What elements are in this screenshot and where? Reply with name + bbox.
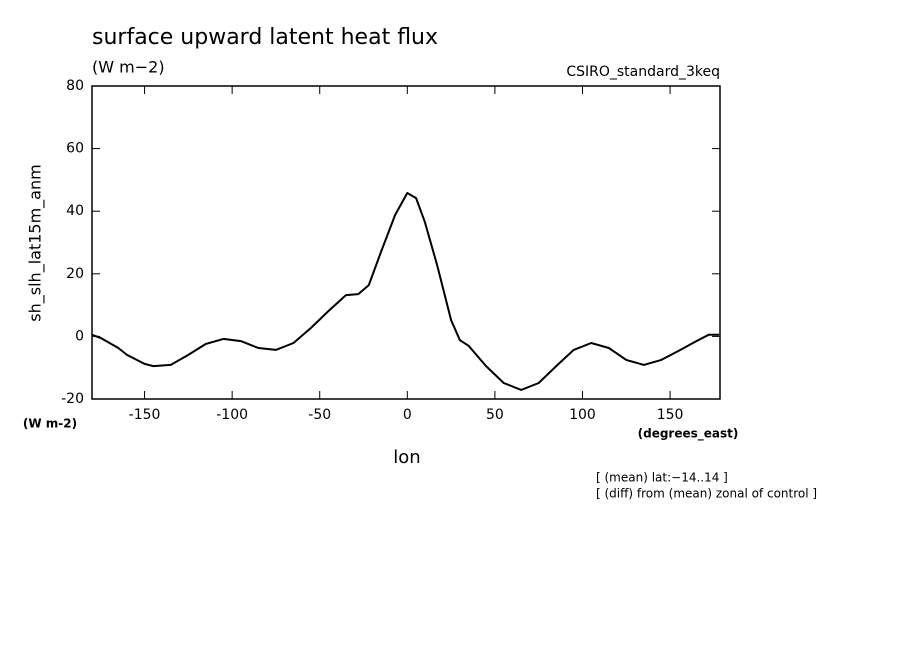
y-tick-label: 0: [75, 328, 84, 344]
data-line: [91, 192, 720, 391]
x-tick-label: -100: [216, 407, 248, 423]
plot-frame: [91, 85, 721, 400]
y-tick-label: -20: [61, 391, 84, 407]
source: CSIRO_standard_3keq: [566, 64, 720, 80]
note: [ (mean) lat:−14..14 ]: [596, 471, 728, 485]
y-tick-label: 80: [66, 78, 84, 94]
y-axis-label: sh_slh_lat15m_anm: [26, 164, 46, 321]
y-tick-label: 60: [66, 141, 84, 157]
x-tick-label: 150: [657, 407, 684, 423]
x-tick-label: 100: [569, 407, 596, 423]
x-tick-label: 0: [403, 407, 412, 423]
note: [ (diff) from (mean) zonal of control ]: [596, 487, 817, 501]
y-tick-label: 40: [66, 203, 84, 219]
y-tick-label: 20: [66, 266, 84, 282]
y-units: (W m-2): [23, 417, 77, 431]
x-tick-label: 50: [486, 407, 504, 423]
subtitle: (W m−2): [92, 58, 165, 77]
chart-title: surface upward latent heat flux: [92, 25, 438, 50]
x-units: (degrees_east): [638, 427, 739, 442]
x-tick-label: -50: [308, 407, 331, 423]
x-tick-label: -150: [129, 407, 161, 423]
x-axis-label: lon: [393, 447, 420, 468]
